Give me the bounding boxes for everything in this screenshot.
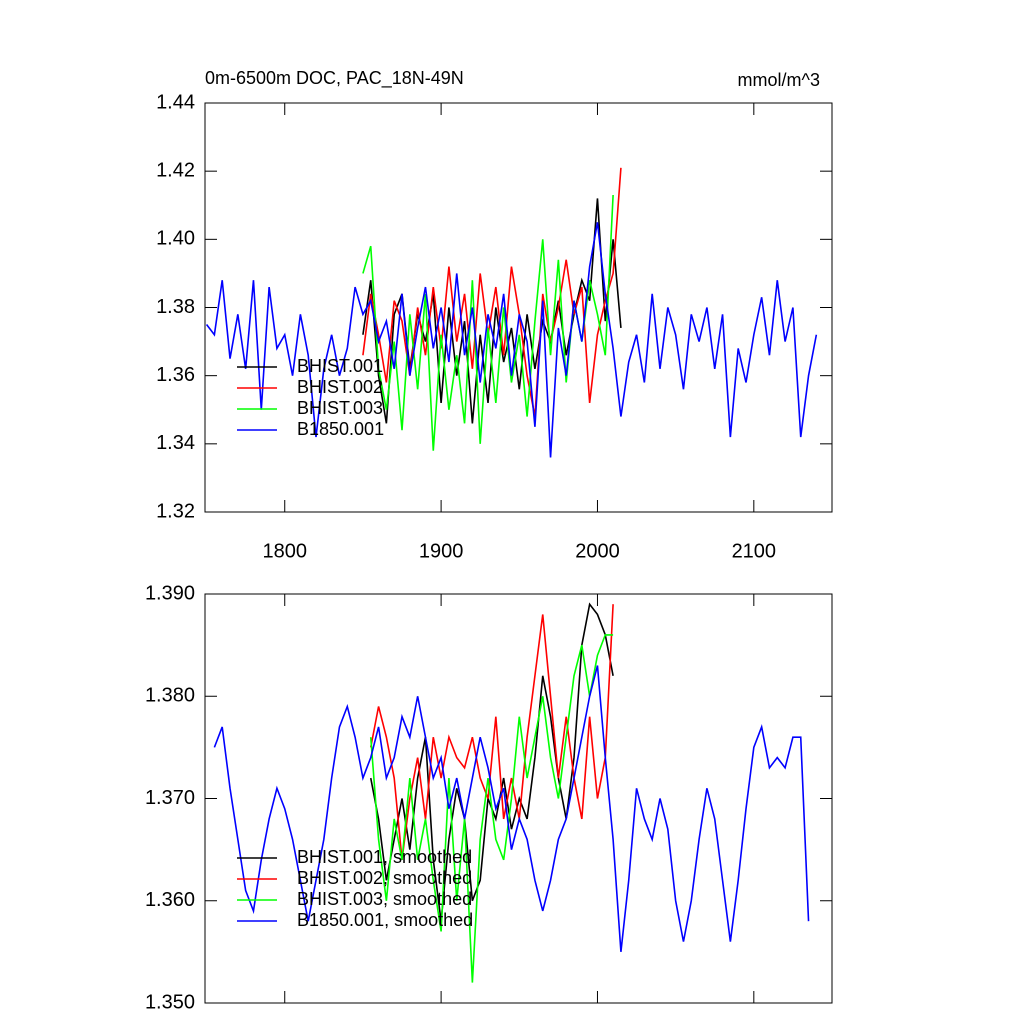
data-line (362, 167, 622, 417)
y-tick-label: 1.40 (156, 228, 195, 250)
legend-label: BHIST.002, smoothed (297, 868, 472, 888)
legend-label: BHIST.001, smoothed (297, 847, 472, 867)
y-tick-label: 1.38 (156, 296, 195, 318)
y-tick-label: 1.350 (145, 991, 195, 1013)
y-tick-label: 1.36 (156, 364, 195, 386)
y-tick-label: 1.390 (145, 582, 195, 604)
x-tick-label: 1900 (419, 540, 464, 562)
data-line (369, 634, 614, 983)
legend-label: B1850.001, smoothed (297, 910, 473, 930)
y-tick-label: 1.360 (145, 889, 195, 911)
y-tick-label: 1.34 (156, 432, 195, 454)
y-tick-label: 1.44 (156, 91, 195, 113)
legend-label: BHIST.001 (297, 356, 383, 376)
plot-frame (204, 593, 833, 1004)
x-tick-label: 1800 (262, 540, 307, 562)
units-label: mmol/m^3 (738, 70, 820, 90)
x-tick-label: 2000 (575, 540, 620, 562)
x-tick-label: 2100 (732, 540, 777, 562)
y-tick-label: 1.32 (156, 500, 195, 522)
y-tick-label: 1.370 (145, 787, 195, 809)
data-line (362, 194, 614, 451)
y-tick-label: 1.380 (145, 685, 195, 707)
plot-frame (204, 102, 833, 513)
legend-label: B1850.001 (297, 419, 384, 439)
legend-label: BHIST.002 (297, 377, 383, 397)
data-line (205, 222, 818, 458)
data-line (213, 665, 810, 952)
legend-label: BHIST.003, smoothed (297, 889, 472, 909)
y-tick-label: 1.42 (156, 159, 195, 181)
chart-title: 0m-6500m DOC, PAC_18N-49N (205, 68, 464, 89)
legend-label: BHIST.003 (297, 398, 383, 418)
